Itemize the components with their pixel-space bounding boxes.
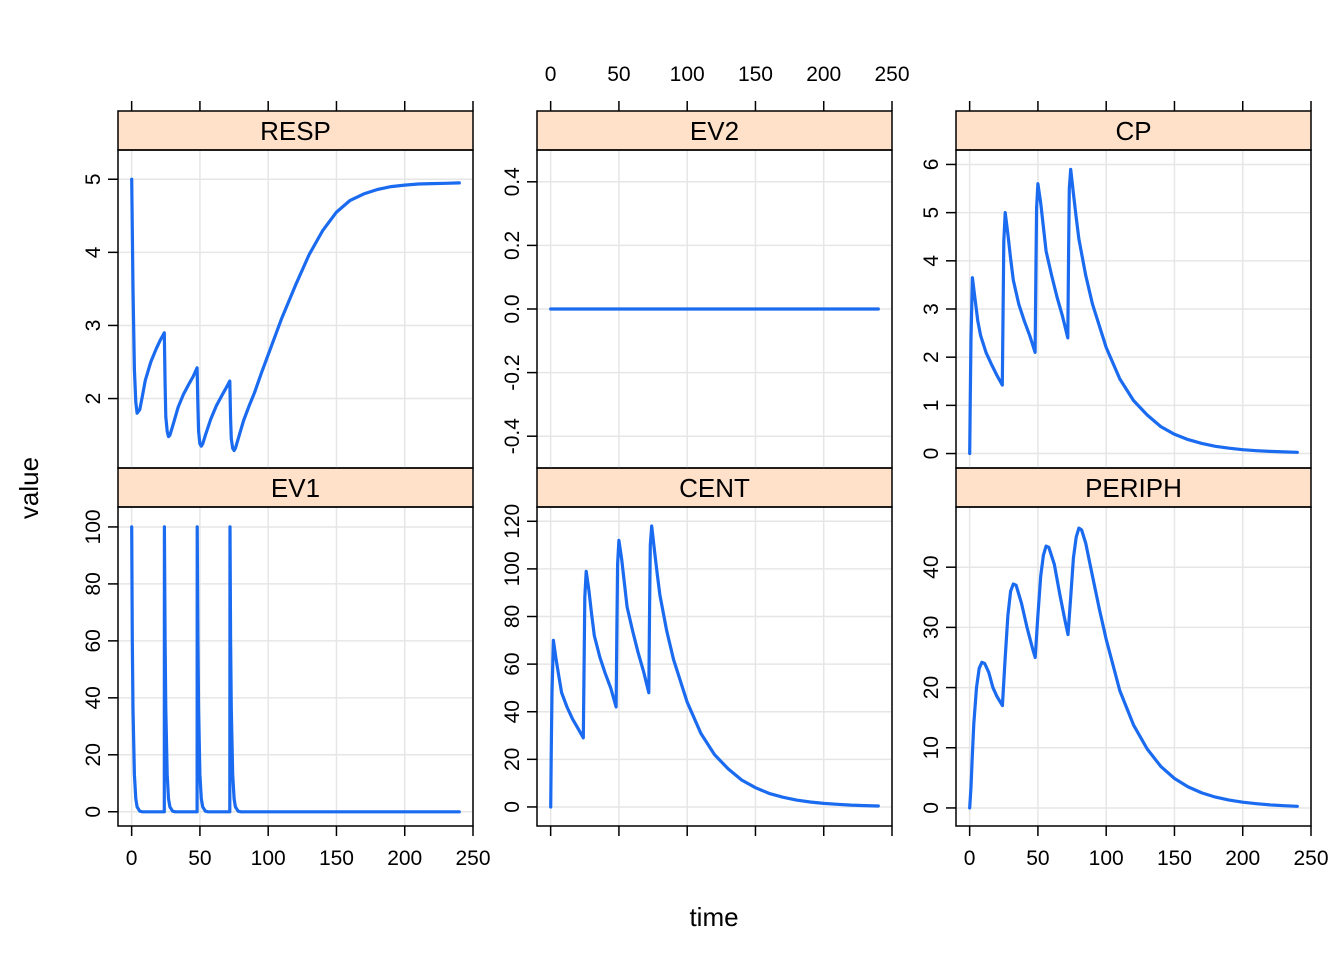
panel-border-ev1 (117, 506, 474, 827)
x-tick-label-top-ev2: 0 (545, 63, 557, 86)
y-tick-label-ev1: 0 (82, 806, 105, 818)
x-tick-label-ev1: 100 (251, 847, 286, 870)
x-tick-label-ev1: 0 (126, 847, 138, 870)
x-tick-label-periph: 200 (1225, 847, 1260, 870)
panel-resp: RESP 2 3 4 5 (82, 101, 474, 469)
x-tick-label-periph: 50 (1026, 847, 1049, 870)
y-tick-label-cent: 80 (501, 605, 524, 628)
y-tick-label-ev1: 80 (82, 572, 105, 595)
y-tick-label-cp: 4 (920, 255, 943, 267)
series-line-resp (130, 177, 461, 453)
y-tick-label-cp: 3 (920, 303, 943, 315)
y-tick-label-cent: 40 (501, 700, 524, 723)
y-tick-label-cp: 6 (920, 159, 943, 171)
panel-cent: CENT 0 20 40 60 80 100 120 (501, 467, 893, 836)
strip-resp (117, 110, 474, 151)
y-tick-label-resp: 3 (82, 320, 105, 332)
x-tick-label-periph: 150 (1157, 847, 1192, 870)
y-tick-label-cent: 60 (501, 652, 524, 675)
y-tick-label-cent: 20 (501, 748, 524, 771)
strip-ev1 (117, 467, 474, 508)
y-tick-label-ev2: 0.0 (501, 294, 524, 323)
x-tick-label-ev1: 50 (188, 847, 211, 870)
y-tick-label-periph: 20 (920, 676, 943, 699)
y-tick-label-cent: 120 (501, 504, 524, 539)
series-line-cent (549, 524, 880, 809)
x-tick-label-top-ev2: 100 (670, 63, 705, 86)
strip-label-ev2: EV2 (690, 116, 739, 146)
x-tick-label-periph: 0 (964, 847, 976, 870)
y-tick-label-ev1: 40 (82, 686, 105, 709)
y-tick-label-ev2: 0.4 (501, 167, 524, 197)
y-tick-label-ev1: 60 (82, 629, 105, 652)
y-tick-label-periph: 10 (920, 736, 943, 759)
panel-border-periph (955, 506, 1312, 827)
y-tick-label-periph: 0 (920, 802, 943, 814)
y-tick-label-periph: 30 (920, 616, 943, 639)
y-tick-label-resp: 5 (82, 173, 105, 185)
strip-label-ev1: EV1 (271, 473, 320, 503)
series-line-cp (968, 167, 1299, 456)
strip-ev2 (536, 110, 893, 151)
strip-label-cent: CENT (679, 473, 750, 503)
panel-cp: CP 0 1 2 3 4 5 6 (920, 101, 1312, 469)
strip-label-periph: PERIPH (1085, 473, 1182, 503)
strip-label-cp: CP (1115, 116, 1151, 146)
y-tick-label-ev2: -0.2 (501, 355, 524, 391)
panel-ev2: EV2 -0.4 -0.2 0.0 0.2 0.4 0 50 100 150 200 250 (501, 63, 910, 469)
y-tick-label-cent: 100 (501, 551, 524, 586)
x-axis-title: time (689, 902, 738, 932)
y-tick-label-ev2: -0.4 (501, 418, 524, 455)
y-tick-label-ev2: 0.2 (501, 231, 524, 260)
y-axis-title: value (14, 457, 44, 519)
x-tick-label-periph: 100 (1089, 847, 1124, 870)
x-tick-label-top-ev2: 200 (806, 63, 841, 86)
panel-periph: PERIPH 0 10 20 30 40 0 50 100 150 200 250 (920, 467, 1329, 870)
y-tick-label-cp: 2 (920, 351, 943, 363)
x-tick-label-top-ev2: 250 (874, 63, 909, 86)
y-tick-label-cp: 0 (920, 448, 943, 460)
x-tick-label-ev1: 150 (319, 847, 354, 870)
x-tick-label-periph: 250 (1293, 847, 1328, 870)
y-tick-label-periph: 40 (920, 556, 943, 579)
y-tick-label-ev1: 100 (82, 509, 105, 544)
y-tick-label-cent: 0 (501, 801, 524, 813)
y-tick-label-cp: 1 (920, 400, 943, 412)
y-tick-label-ev1: 20 (82, 743, 105, 766)
strip-cp (955, 110, 1312, 151)
panel-ev1: EV1 0 20 40 60 80 100 0 50 100 150 200 250 (82, 467, 491, 870)
x-tick-label-top-ev2: 50 (607, 63, 630, 86)
series-line-periph (968, 526, 1299, 810)
x-tick-label-ev1: 250 (455, 847, 490, 870)
strip-label-resp: RESP (260, 116, 331, 146)
x-tick-label-ev1: 200 (387, 847, 422, 870)
y-tick-label-cp: 5 (920, 207, 943, 219)
y-tick-label-resp: 2 (82, 393, 105, 405)
panel-border-cent (536, 506, 893, 827)
y-tick-label-resp: 4 (82, 246, 105, 258)
x-tick-label-top-ev2: 150 (738, 63, 773, 86)
series-line-ev1 (130, 525, 461, 814)
panel-border-resp (117, 149, 474, 469)
